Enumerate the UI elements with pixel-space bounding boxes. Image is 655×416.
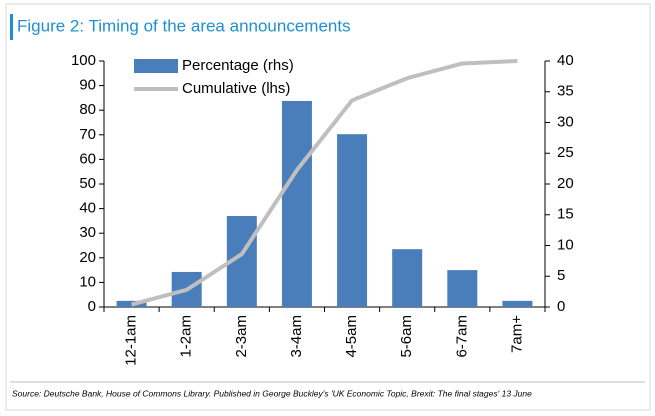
y-tick-label: 80 <box>79 101 96 118</box>
y-tick-label: 50 <box>79 175 96 192</box>
legend-label: Percentage (rhs) <box>182 57 294 74</box>
y-tick-label: 70 <box>79 126 96 143</box>
y2-tick-label: 10 <box>557 236 574 253</box>
y2-tick-label: 5 <box>557 267 565 284</box>
y2-tick-label: 25 <box>557 144 574 161</box>
y-tick-label: 60 <box>79 150 96 167</box>
y-tick-label: 100 <box>71 52 96 69</box>
frame <box>5 3 651 411</box>
y2-tick-label: 35 <box>557 83 574 100</box>
bar <box>447 270 478 307</box>
x-tick-label: 1-2am <box>178 315 195 358</box>
y2-tick-label: 15 <box>557 206 574 223</box>
source: Source: Deutsche Bank, House of Commons … <box>12 388 532 398</box>
chart-title: Figure 2: Timing of the area announcemen… <box>17 16 351 35</box>
y-tick-label: 90 <box>79 77 96 94</box>
bar <box>337 134 368 307</box>
y-tick-label: 40 <box>79 200 96 217</box>
x-tick-label: 7am+ <box>508 315 525 353</box>
line <box>131 59 518 307</box>
x-tick-label: 4-5am <box>343 315 360 358</box>
x-tick-label: 2-3am <box>233 315 250 358</box>
y2-tick-label: 20 <box>557 175 574 192</box>
x-tick-label: 5-6am <box>398 315 415 358</box>
y-tick-label: 20 <box>79 249 96 266</box>
bar <box>392 249 423 307</box>
bar <box>502 300 533 307</box>
title-accent <box>10 14 13 40</box>
y2-tick-label: 0 <box>557 298 565 315</box>
x-tick-label: 3-4am <box>288 315 305 358</box>
y-tick-label: 10 <box>79 273 96 290</box>
bar <box>281 100 312 307</box>
y-tick-label: 0 <box>88 298 96 315</box>
legend-label: Cumulative (lhs) <box>182 80 290 97</box>
y2-tick-label: 40 <box>557 52 574 69</box>
legend-swatch <box>134 59 178 73</box>
y2-tick-label: 30 <box>557 113 574 130</box>
y-tick-label: 30 <box>79 224 96 241</box>
x-tick-label: 12-1am <box>123 315 140 366</box>
x-tick-label: 6-7am <box>453 315 470 358</box>
